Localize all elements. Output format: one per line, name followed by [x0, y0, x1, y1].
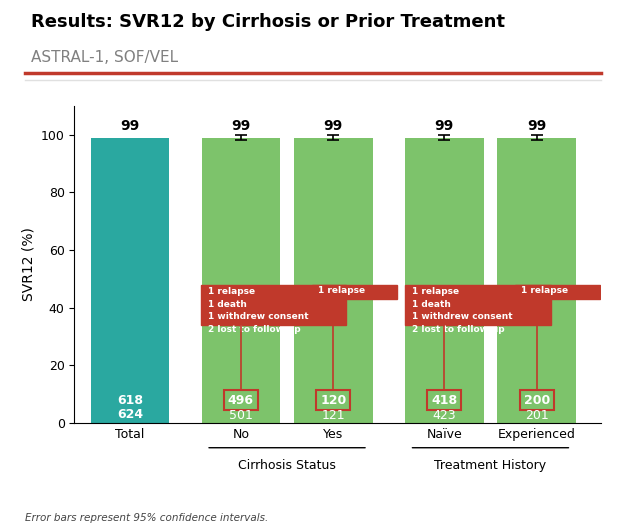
Text: 99: 99 — [324, 119, 343, 133]
Text: 1 relapse
1 death
1 withdrew consent
2 lost to follow-up: 1 relapse 1 death 1 withdrew consent 2 l… — [208, 287, 308, 333]
Text: 496: 496 — [228, 394, 254, 407]
Text: Cirrhosis Status: Cirrhosis Status — [238, 459, 336, 472]
Text: Results: SVR12 by Cirrhosis or Prior Treatment: Results: SVR12 by Cirrhosis or Prior Tre… — [31, 13, 505, 31]
Text: ASTRAL-1, SOF/VEL: ASTRAL-1, SOF/VEL — [31, 50, 178, 65]
Text: 200: 200 — [523, 394, 550, 407]
Text: 418: 418 — [431, 394, 458, 407]
Text: 1 relapse: 1 relapse — [521, 286, 568, 295]
Text: Error bars represent 95% confidence intervals.: Error bars represent 95% confidence inte… — [25, 513, 268, 523]
Text: 624: 624 — [117, 408, 143, 421]
FancyBboxPatch shape — [201, 285, 346, 325]
FancyBboxPatch shape — [312, 285, 397, 299]
Text: 1 relapse
1 death
1 withdrew consent
2 lost to follow-up: 1 relapse 1 death 1 withdrew consent 2 l… — [412, 287, 513, 333]
Y-axis label: SVR12 (%): SVR12 (%) — [21, 227, 35, 302]
Bar — [91, 138, 169, 423]
FancyBboxPatch shape — [405, 285, 551, 325]
Text: 423: 423 — [432, 409, 456, 423]
Text: 618: 618 — [117, 394, 143, 407]
Text: 99: 99 — [231, 119, 250, 133]
Text: 201: 201 — [525, 409, 549, 423]
FancyBboxPatch shape — [515, 285, 601, 299]
Text: Treatment History: Treatment History — [435, 459, 546, 472]
Bar — [497, 138, 576, 423]
Text: 99: 99 — [120, 119, 140, 133]
Text: 501: 501 — [229, 409, 253, 423]
Bar — [294, 138, 373, 423]
Text: 99: 99 — [527, 119, 546, 133]
Text: 1 relapse: 1 relapse — [317, 286, 365, 295]
Bar — [405, 138, 484, 423]
Bar — [202, 138, 280, 423]
Text: 120: 120 — [320, 394, 347, 407]
Text: 121: 121 — [321, 409, 345, 423]
Text: 99: 99 — [435, 119, 454, 133]
